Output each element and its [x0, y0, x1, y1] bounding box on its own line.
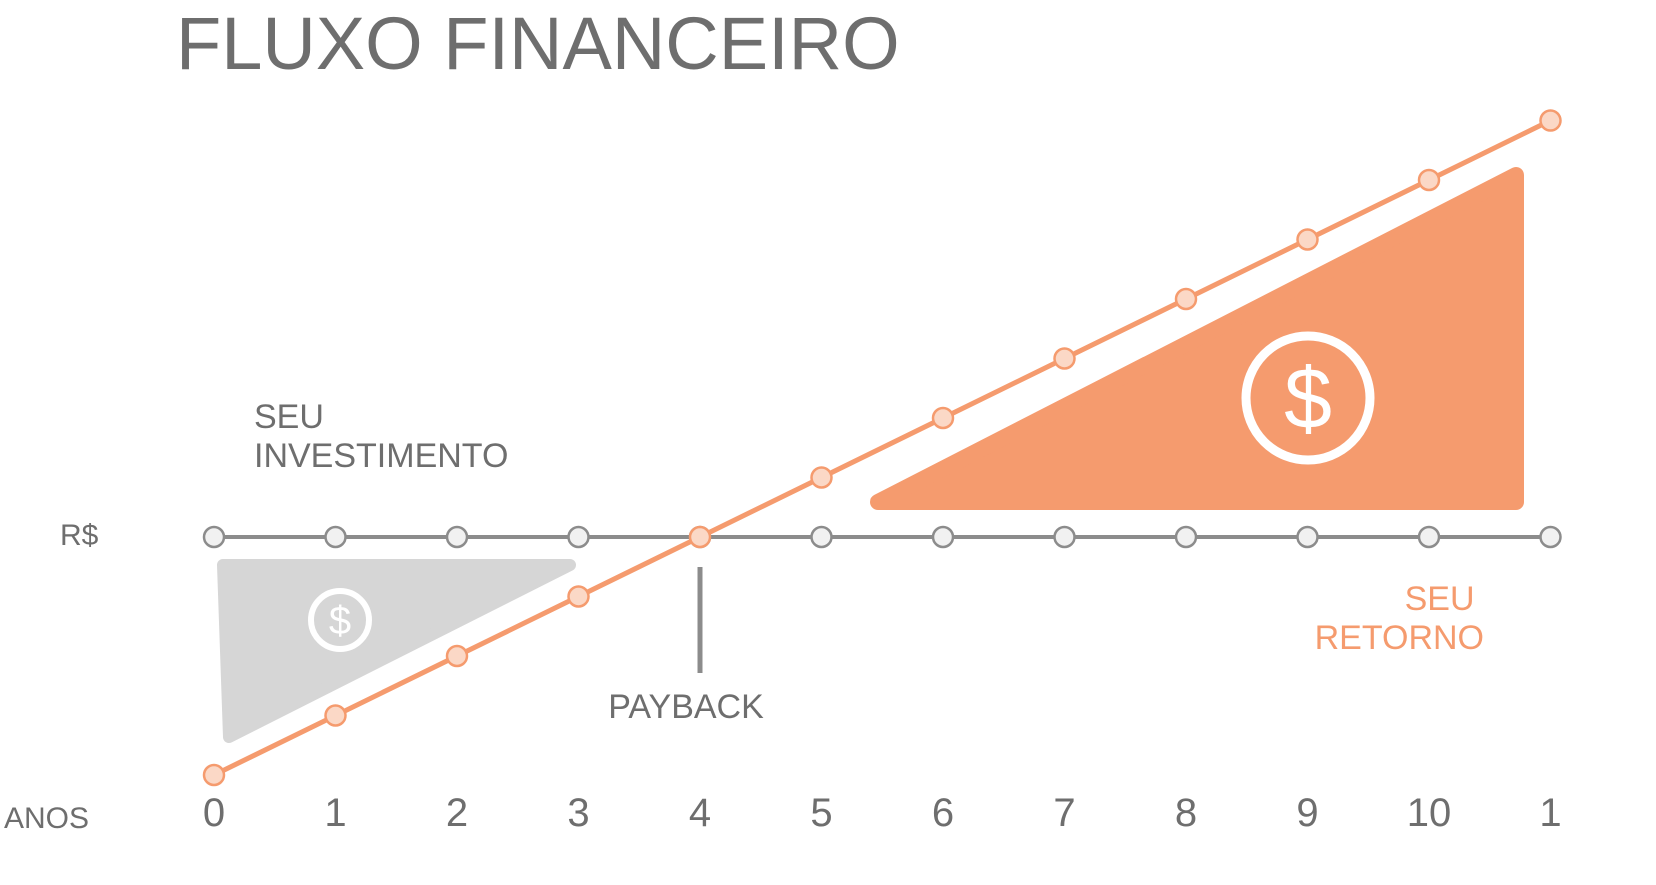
return-area: $	[870, 167, 1524, 510]
baseline-node	[445, 525, 469, 549]
dollar-sign-icon-return: $	[1284, 351, 1332, 447]
data-point	[445, 644, 469, 668]
x-axis-label: ANOS	[4, 802, 89, 835]
data-point	[688, 525, 712, 549]
payback-label: PAYBACK	[608, 688, 764, 726]
investment-area: $	[217, 559, 576, 743]
dollar-coin-icon-return	[1241, 331, 1375, 465]
data-point	[1174, 287, 1198, 311]
baseline-node	[1539, 525, 1562, 549]
baseline-node	[1417, 525, 1441, 549]
chart-title: FLUXO FINANCEIRO	[176, 2, 900, 85]
data-point	[1539, 109, 1562, 132]
baseline-nodes	[202, 525, 1562, 549]
data-point	[1053, 347, 1076, 370]
x-tick-label: 1	[324, 791, 346, 835]
x-tick-label: 9	[1296, 791, 1318, 835]
baseline-node	[1053, 525, 1076, 549]
investment-label: SEU INVESTIMENTO	[254, 398, 508, 475]
x-tick-label: 8	[1175, 791, 1197, 835]
x-tick-labels: 0 1 2 3 4 5 6 7 8 9 10 1	[203, 791, 1562, 835]
return-triangle	[870, 167, 1524, 510]
data-point	[202, 763, 226, 787]
data-point	[931, 406, 955, 430]
investment-label-line-2: INVESTIMENTO	[254, 437, 508, 475]
baseline-node	[567, 525, 590, 549]
baseline-node	[931, 525, 955, 549]
x-tick-label: 5	[810, 791, 832, 835]
return-label-line-1: SEU	[1405, 580, 1475, 618]
x-tick-label: 0	[203, 791, 225, 835]
x-tick-label: 3	[567, 791, 589, 835]
baseline-node	[810, 525, 833, 549]
x-tick-label: 10	[1407, 791, 1452, 835]
data-point	[1417, 168, 1441, 192]
baseline-node	[1174, 525, 1198, 549]
x-tick-label: 4	[689, 791, 711, 835]
x-tick-label: 1	[1539, 791, 1561, 835]
series-points	[202, 109, 1562, 787]
data-point	[1296, 228, 1319, 251]
x-tick-label: 7	[1053, 791, 1075, 835]
baseline-node	[1296, 525, 1319, 549]
x-tick-label: 2	[446, 791, 468, 835]
x-tick-label: 6	[932, 791, 954, 835]
investment-label-line-1: SEU	[254, 398, 324, 436]
return-label: SEU RETORNO	[1315, 580, 1484, 657]
series-line	[211, 118, 1553, 778]
data-point	[324, 704, 347, 727]
dollar-sign-icon-investment: $	[329, 599, 351, 643]
investment-triangle	[217, 559, 576, 743]
baseline-node	[202, 525, 226, 549]
baseline-node	[324, 525, 347, 549]
data-point	[567, 585, 590, 608]
return-label-line-2: RETORNO	[1315, 619, 1484, 657]
y-axis-label: R$	[60, 519, 99, 552]
data-point	[810, 466, 833, 489]
dollar-coin-icon-investment	[308, 588, 372, 652]
